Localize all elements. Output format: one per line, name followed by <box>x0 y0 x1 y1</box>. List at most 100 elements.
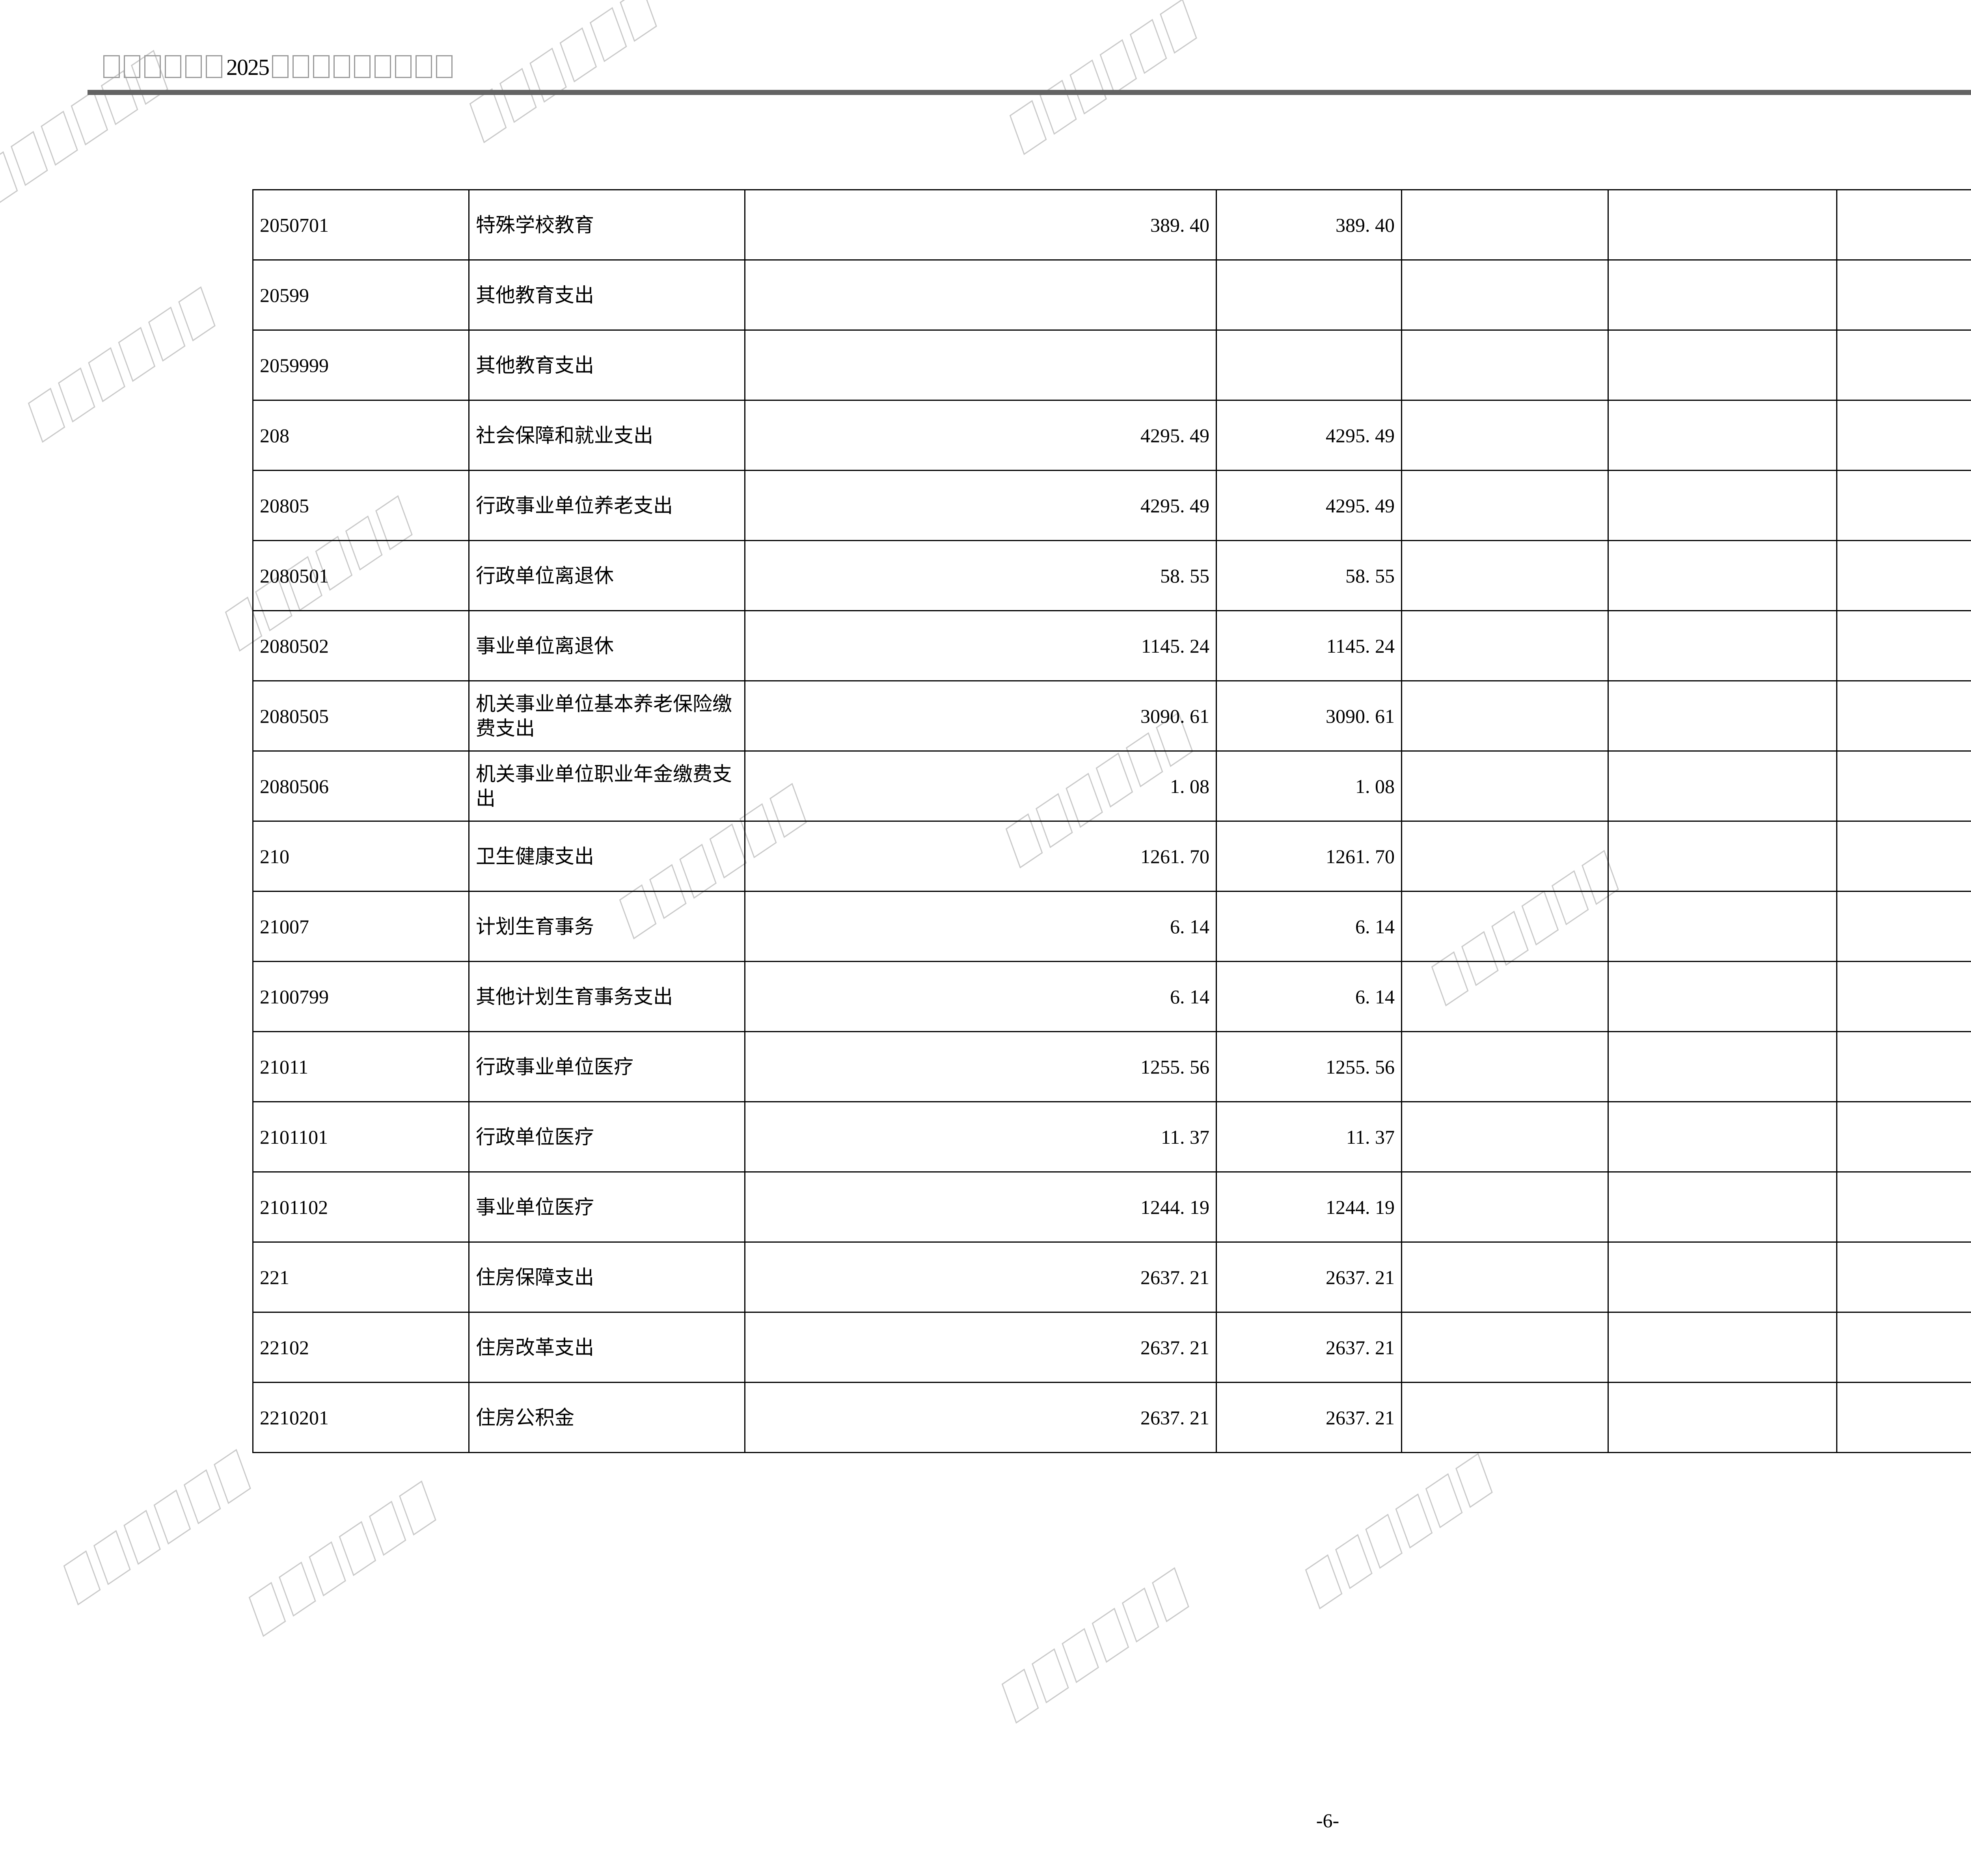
cell-value-1: 58. 55 <box>744 540 1217 611</box>
watermark-glyph-box <box>589 7 627 62</box>
cell-value-5 <box>1836 1382 1971 1453</box>
missing-glyph-box <box>374 55 391 78</box>
cell-name: 事业单位离退休 <box>468 610 745 681</box>
table-row: 21011 行政事业单位医疗 1255. 56 1255. 56 <box>252 1031 1971 1102</box>
cell-value-4 <box>1608 540 1837 611</box>
cell-value-1: 2637. 21 <box>744 1241 1217 1313</box>
cell-code: 2080505 <box>252 680 469 752</box>
missing-glyph-box <box>103 55 120 78</box>
cell-value-4 <box>1608 1241 1837 1313</box>
cell-value-1: 1. 08 <box>744 750 1217 822</box>
cell-name: 事业单位医疗 <box>468 1171 745 1243</box>
cell-name: 行政事业单位养老支出 <box>468 470 745 541</box>
table-row: 21007 计划生育事务 6. 14 6. 14 <box>252 891 1971 962</box>
watermark-glyph-box <box>63 1550 101 1606</box>
cell-value-4 <box>1608 189 1837 261</box>
header-prefix-boxes <box>103 54 226 80</box>
cell-value-5 <box>1836 1031 1971 1102</box>
missing-glyph-box <box>185 55 202 78</box>
cell-value-3 <box>1401 821 1609 892</box>
cell-code: 2059999 <box>252 329 469 401</box>
cell-value-4 <box>1608 259 1837 331</box>
watermark-glyph-box <box>279 1561 316 1617</box>
watermark-glyph-box <box>469 88 507 143</box>
watermark-glyph-box <box>178 286 216 342</box>
table-row: 2101101 行政单位医疗 11. 37 11. 37 <box>252 1101 1971 1172</box>
watermark-glyph-box <box>123 1509 161 1565</box>
missing-glyph-box <box>313 55 330 78</box>
watermark-glyph-box <box>399 1480 436 1536</box>
cell-value-4 <box>1608 1101 1837 1172</box>
watermark-glyph-box <box>28 387 65 443</box>
cell-value-2: 389. 40 <box>1216 189 1402 261</box>
missing-glyph-box <box>333 55 350 78</box>
cell-value-1: 1244. 19 <box>744 1171 1217 1243</box>
cell-name: 住房公积金 <box>468 1382 745 1453</box>
cell-value-4 <box>1608 891 1837 962</box>
watermark-glyph-box <box>1425 1473 1463 1528</box>
watermark-glyph-box <box>183 1469 221 1524</box>
cell-value-1: 11. 37 <box>744 1101 1217 1172</box>
cell-value-2: 1244. 19 <box>1216 1171 1402 1243</box>
cell-value-3 <box>1401 259 1609 331</box>
cell-code: 221 <box>252 1241 469 1313</box>
cell-value-5 <box>1836 821 1971 892</box>
cell-value-1: 4295. 49 <box>744 470 1217 541</box>
missing-glyph-box <box>436 55 453 78</box>
watermark-glyph-box <box>88 347 125 402</box>
table-row: 2050701 特殊学校教育 389. 40 389. 40 <box>252 189 1971 261</box>
missing-glyph-box <box>292 55 309 78</box>
watermark-glyph-box <box>339 1521 376 1576</box>
missing-glyph-box <box>206 55 222 78</box>
cell-value-5 <box>1836 1101 1971 1172</box>
cell-code: 2101101 <box>252 1101 469 1172</box>
page-footer: -6- <box>0 1809 1971 1832</box>
table-row: 2080502 事业单位离退休 1145. 24 1145. 24 <box>252 610 1971 681</box>
cell-name: 机关事业单位基本养老保险缴费支出 <box>468 680 745 752</box>
table-row: 210 卫生健康支出 1261. 70 1261. 70 <box>252 821 1971 892</box>
cell-name: 住房改革支出 <box>468 1312 745 1383</box>
cell-value-5 <box>1836 189 1971 261</box>
watermark-glyph-box <box>41 110 78 166</box>
cell-value-4 <box>1608 610 1837 681</box>
watermark-glyph-box <box>93 1530 131 1586</box>
table-row: 2080505 机关事业单位基本养老保险缴费支出 3090. 61 3090. 61 <box>252 680 1971 752</box>
cell-code: 20805 <box>252 470 469 541</box>
cell-code: 21007 <box>252 891 469 962</box>
watermark-cluster <box>997 1565 1205 1727</box>
watermark-glyph-box <box>1160 0 1197 54</box>
cell-value-3 <box>1401 891 1609 962</box>
cell-value-3 <box>1401 329 1609 401</box>
watermark-glyph-box <box>1040 80 1077 135</box>
watermark-glyph-box <box>214 1449 251 1504</box>
watermark-glyph-box <box>1009 100 1047 155</box>
watermark-glyph-box <box>1305 1554 1343 1610</box>
cell-value-1: 389. 40 <box>744 189 1217 261</box>
cell-name: 其他计划生育事务支出 <box>468 961 745 1032</box>
cell-value-1: 2637. 21 <box>744 1382 1217 1453</box>
cell-value-2: 4295. 49 <box>1216 400 1402 471</box>
cell-value-5 <box>1836 540 1971 611</box>
cell-value-3 <box>1401 610 1609 681</box>
cell-value-5 <box>1836 891 1971 962</box>
watermark-glyph-box <box>1121 1587 1159 1643</box>
cell-code: 2100799 <box>252 961 469 1032</box>
cell-value-2: 1. 08 <box>1216 750 1402 822</box>
cell-code: 210 <box>252 821 469 892</box>
watermark-glyph-box <box>58 367 95 423</box>
watermark-glyph-box <box>248 1582 286 1637</box>
cell-value-2: 11. 37 <box>1216 1101 1402 1172</box>
cell-name: 行政单位离退休 <box>468 540 745 611</box>
cell-value-4 <box>1608 1312 1837 1383</box>
watermark-glyph-box <box>369 1500 406 1556</box>
cell-name: 特殊学校教育 <box>468 189 745 261</box>
cell-value-4 <box>1608 680 1837 752</box>
cell-value-2: 2637. 21 <box>1216 1241 1402 1313</box>
cell-name: 住房保障支出 <box>468 1241 745 1313</box>
cell-name: 社会保障和就业支出 <box>468 400 745 471</box>
table-row: 20599其他教育支出170. 00 <box>252 259 1971 331</box>
cell-value-3 <box>1401 470 1609 541</box>
cell-value-4 <box>1608 1382 1837 1453</box>
cell-value-5 <box>1836 259 1971 331</box>
